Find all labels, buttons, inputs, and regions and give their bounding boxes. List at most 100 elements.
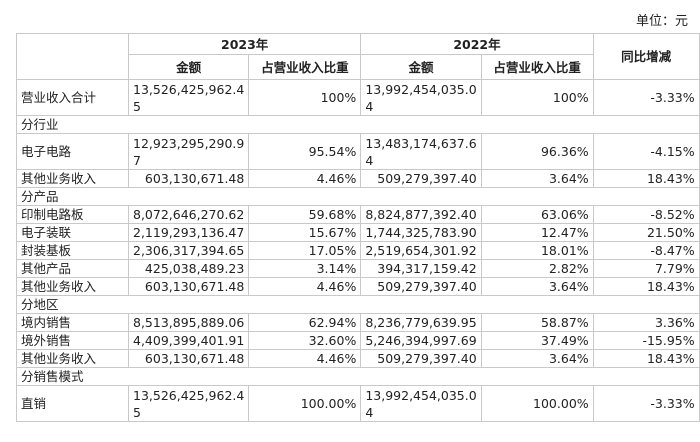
header-ratio-2023: 占营业收入比重 <box>248 54 362 80</box>
yoy-change: 21.50% <box>592 223 700 242</box>
amount-2022: 2,519,654,301.92 <box>360 241 482 260</box>
header-amount-2022: 金额 <box>360 54 482 80</box>
section-row: 分销售模式 <box>16 367 700 386</box>
amount-2023: 13,526,425,962.45 <box>127 385 250 422</box>
header-ratio-2022: 占营业收入比重 <box>480 54 594 80</box>
amount-2023: 2,306,317,394.65 <box>127 241 250 260</box>
yoy-change: -15.95% <box>592 331 700 350</box>
amount-2022: 8,236,779,639.95 <box>360 313 482 332</box>
section-title: 分产品 <box>16 187 700 206</box>
yoy-change: 3.36% <box>592 313 700 332</box>
ratio-2023: 4.46% <box>248 277 362 296</box>
yoy-change: -4.15% <box>592 133 700 170</box>
amount-2022: 394,317,159.42 <box>360 259 482 278</box>
amount-2022: 509,279,397.40 <box>360 277 482 296</box>
header-2023: 2023年 <box>127 33 362 55</box>
ratio-2023: 62.94% <box>248 313 362 332</box>
ratio-2022: 3.64% <box>480 277 594 296</box>
ratio-2022: 37.49% <box>480 331 594 350</box>
amount-2022: 8,824,877,392.40 <box>360 205 482 224</box>
row-label: 其他业务收入 <box>16 277 129 296</box>
yoy-change: 18.43% <box>592 277 700 296</box>
row-label: 电子电路 <box>16 133 129 170</box>
amount-2023: 13,526,425,962.45 <box>127 79 250 116</box>
yoy-change: 7.79% <box>592 259 700 278</box>
amount-2023: 8,072,646,270.62 <box>127 205 250 224</box>
section-row: 分产品 <box>16 187 700 206</box>
row-label: 境内销售 <box>16 313 129 332</box>
section-row: 分行业 <box>16 115 700 134</box>
yoy-change: -3.33% <box>592 79 700 116</box>
section-row: 分地区 <box>16 295 700 314</box>
ratio-2023: 100% <box>248 79 362 116</box>
section-title: 分地区 <box>16 295 700 314</box>
amount-2023: 425,038,489.23 <box>127 259 250 278</box>
amount-2022: 13,992,454,035.04 <box>360 79 482 116</box>
header-2022: 2022年 <box>360 33 594 55</box>
ratio-2022: 12.47% <box>480 223 594 242</box>
table-row: 其他业务收入 603,130,671.48 4.46% 509,279,397.40 3… <box>16 349 700 368</box>
ratio-2022: 63.06% <box>480 205 594 224</box>
ratio-2022: 18.01% <box>480 241 594 260</box>
table-row: 电子电路 12,923,295,290.97 95.54% 13,483,174,63… <box>16 133 700 170</box>
header-blank <box>16 33 129 80</box>
section-title: 分行业 <box>16 115 700 134</box>
row-label: 境外销售 <box>16 331 129 350</box>
row-label: 其他业务收入 <box>16 349 129 368</box>
ratio-2023: 100.00% <box>248 385 362 422</box>
ratio-2022: 100% <box>480 79 594 116</box>
row-label: 封装基板 <box>16 241 129 260</box>
table-row-total: 营业收入合计 13,526,425,962.45 100% 13,992,454… <box>16 79 700 116</box>
amount-2022: 5,246,394,997.69 <box>360 331 482 350</box>
amount-2023: 603,130,671.48 <box>127 277 250 296</box>
row-label: 印制电路板 <box>16 205 129 224</box>
amount-2022: 1,744,325,783.90 <box>360 223 482 242</box>
header-yoy: 同比增减 <box>592 33 700 80</box>
ratio-2023: 4.46% <box>248 349 362 368</box>
ratio-2023: 32.60% <box>248 331 362 350</box>
revenue-table: 2023年 2022年 同比增减 金额 占营业收入比重 金额 占营业收入比重 营… <box>16 33 700 422</box>
amount-2023: 4,409,399,401.91 <box>127 331 250 350</box>
amount-2022: 509,279,397.40 <box>360 169 482 188</box>
unit-label: 单位：元 <box>635 14 688 29</box>
ratio-2023: 95.54% <box>248 133 362 170</box>
ratio-2022: 2.82% <box>480 259 594 278</box>
table-row: 其他业务收入 603,130,671.48 4.46% 509,279,397.40 3… <box>16 277 700 296</box>
yoy-change: -3.33% <box>592 385 700 422</box>
ratio-2022: 96.36% <box>480 133 594 170</box>
ratio-2023: 59.68% <box>248 205 362 224</box>
ratio-2023: 4.46% <box>248 169 362 188</box>
table-row: 直销 13,526,425,962.45 100.00% 13,992,454,035… <box>16 385 700 422</box>
ratio-2022: 100.00% <box>480 385 594 422</box>
table-row: 封装基板 2,306,317,394.65 17.05% 2,519,654,301.… <box>16 241 700 260</box>
row-label: 电子装联 <box>16 223 129 242</box>
amount-2023: 603,130,671.48 <box>127 169 250 188</box>
header-amount-2023: 金额 <box>127 54 250 80</box>
table-row: 境外销售 4,409,399,401.91 32.60% 5,246,394,997.… <box>16 331 700 350</box>
yoy-change: -8.52% <box>592 205 700 224</box>
yoy-change: 18.43% <box>592 349 700 368</box>
row-label: 其他业务收入 <box>16 169 129 188</box>
ratio-2023: 17.05% <box>248 241 362 260</box>
amount-2022: 509,279,397.40 <box>360 349 482 368</box>
table-row: 印制电路板 8,072,646,270.62 59.68% 8,824,877,392… <box>16 205 700 224</box>
ratio-2023: 15.67% <box>248 223 362 242</box>
ratio-2022: 3.64% <box>480 349 594 368</box>
yoy-change: -8.47% <box>592 241 700 260</box>
table-row: 电子装联 2,119,293,136.47 15.67% 1,744,325,783.… <box>16 223 700 242</box>
amount-2023: 8,513,895,889.06 <box>127 313 250 332</box>
yoy-change: 18.43% <box>592 169 700 188</box>
ratio-2023: 3.14% <box>248 259 362 278</box>
section-title: 分销售模式 <box>16 367 700 386</box>
table-row: 其他产品 425,038,489.23 3.14% 394,317,159.42 2.8… <box>16 259 700 278</box>
row-label: 营业收入合计 <box>16 79 129 116</box>
amount-2023: 603,130,671.48 <box>127 349 250 368</box>
row-label: 其他产品 <box>16 259 129 278</box>
amount-2022: 13,483,174,637.64 <box>360 133 482 170</box>
amount-2023: 2,119,293,136.47 <box>127 223 250 242</box>
table-row: 境内销售 8,513,895,889.06 62.94% 8,236,779,639.… <box>16 313 700 332</box>
amount-2022: 13,992,454,035.04 <box>360 385 482 422</box>
table-row: 其他业务收入 603,130,671.48 4.46% 509,279,397.40 3… <box>16 169 700 188</box>
ratio-2022: 3.64% <box>480 169 594 188</box>
row-label: 直销 <box>16 385 129 422</box>
